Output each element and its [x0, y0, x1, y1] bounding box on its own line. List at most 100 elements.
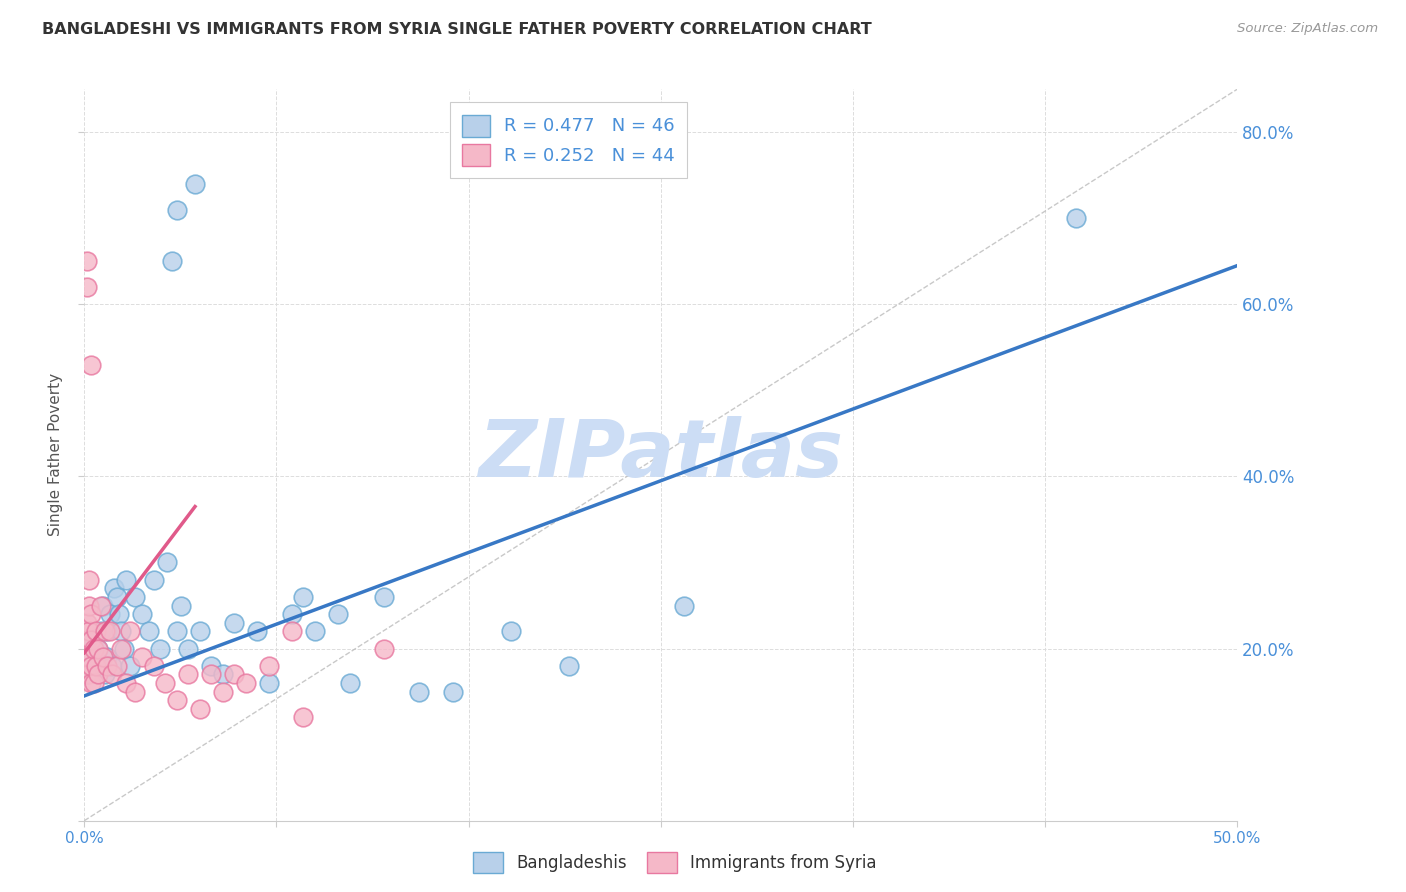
Point — [339, 676, 361, 690]
Point — [156, 556, 179, 570]
Point — [177, 667, 200, 681]
Legend: Bangladeshis, Immigrants from Syria: Bangladeshis, Immigrants from Syria — [467, 846, 883, 880]
Point — [77, 573, 100, 587]
Point — [98, 624, 121, 639]
Text: Source: ZipAtlas.com: Source: ZipAtlas.com — [1237, 22, 1378, 36]
Point — [115, 573, 138, 587]
Point — [184, 177, 207, 191]
Point — [87, 667, 110, 681]
Point — [101, 658, 124, 673]
Point — [115, 676, 138, 690]
Point — [153, 676, 176, 690]
Point — [96, 624, 118, 639]
Point — [91, 650, 114, 665]
Point — [80, 358, 103, 372]
Point — [76, 650, 98, 665]
Point — [188, 702, 211, 716]
Point — [1064, 211, 1087, 226]
Point — [281, 624, 304, 639]
Point — [98, 607, 121, 621]
Point — [124, 590, 146, 604]
Point — [83, 632, 105, 647]
Point — [76, 632, 98, 647]
Point — [177, 641, 200, 656]
Point — [91, 599, 114, 613]
Point — [87, 641, 110, 656]
Point — [77, 599, 100, 613]
Point — [235, 676, 257, 690]
Point — [246, 624, 269, 639]
Point — [77, 667, 100, 681]
Point — [112, 641, 135, 656]
Point — [80, 658, 103, 673]
Point — [441, 684, 464, 698]
Point — [96, 650, 118, 665]
Point — [76, 280, 98, 294]
Point — [326, 607, 349, 621]
Point — [138, 624, 160, 639]
Text: ZIPatlas: ZIPatlas — [478, 416, 844, 494]
Point — [83, 641, 105, 656]
Point — [257, 676, 280, 690]
Point — [166, 202, 188, 217]
Point — [131, 650, 153, 665]
Point — [89, 599, 111, 613]
Point — [76, 667, 98, 681]
Point — [87, 658, 110, 673]
Point — [211, 684, 233, 698]
Point — [103, 582, 125, 596]
Point — [105, 590, 128, 604]
Point — [166, 624, 188, 639]
Point — [89, 624, 111, 639]
Point — [257, 658, 280, 673]
Point — [77, 650, 100, 665]
Point — [292, 710, 315, 724]
Point — [188, 624, 211, 639]
Point — [149, 641, 172, 656]
Point — [166, 693, 188, 707]
Point — [105, 658, 128, 673]
Point — [84, 624, 107, 639]
Point — [672, 599, 695, 613]
Point — [94, 624, 117, 639]
Point — [94, 667, 117, 681]
Point — [87, 641, 110, 656]
Point — [200, 667, 222, 681]
Point — [281, 607, 304, 621]
Point — [142, 658, 165, 673]
Point — [120, 624, 142, 639]
Point — [170, 599, 193, 613]
Point — [142, 573, 165, 587]
Point — [211, 667, 233, 681]
Point — [80, 632, 103, 647]
Point — [101, 667, 124, 681]
Point — [76, 615, 98, 630]
Point — [80, 650, 103, 665]
Point — [84, 658, 107, 673]
Point — [373, 590, 395, 604]
Point — [76, 667, 98, 681]
Legend: R = 0.477   N = 46, R = 0.252   N = 44: R = 0.477 N = 46, R = 0.252 N = 44 — [450, 102, 688, 178]
Point — [83, 676, 105, 690]
Point — [80, 676, 103, 690]
Point — [120, 658, 142, 673]
Point — [80, 607, 103, 621]
Text: BANGLADESHI VS IMMIGRANTS FROM SYRIA SINGLE FATHER POVERTY CORRELATION CHART: BANGLADESHI VS IMMIGRANTS FROM SYRIA SIN… — [42, 22, 872, 37]
Point — [131, 607, 153, 621]
Point — [108, 607, 131, 621]
Point — [76, 254, 98, 268]
Point — [499, 624, 522, 639]
Point — [160, 254, 183, 268]
Point — [292, 590, 315, 604]
Point — [373, 641, 395, 656]
Point — [304, 624, 326, 639]
Point — [200, 658, 222, 673]
Point — [110, 624, 132, 639]
Y-axis label: Single Father Poverty: Single Father Poverty — [48, 374, 63, 536]
Point — [224, 667, 246, 681]
Point — [110, 641, 132, 656]
Point — [77, 624, 100, 639]
Point — [408, 684, 430, 698]
Point — [96, 658, 118, 673]
Point — [224, 615, 246, 630]
